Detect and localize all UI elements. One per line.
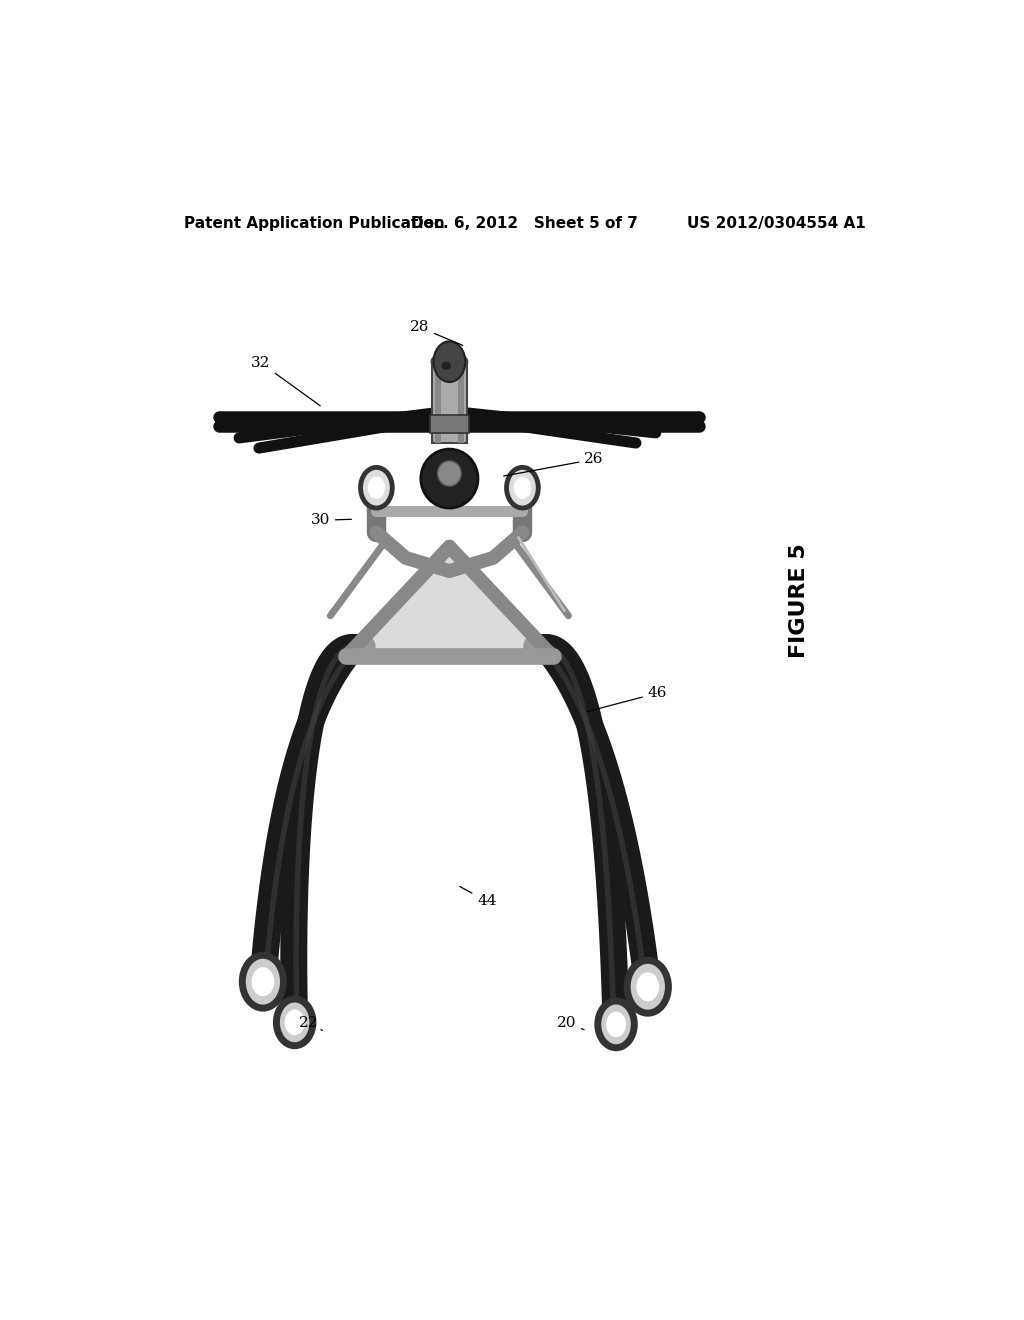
Circle shape	[252, 968, 274, 997]
Ellipse shape	[421, 449, 478, 508]
Text: Patent Application Publication: Patent Application Publication	[183, 216, 444, 231]
Text: 20: 20	[557, 1016, 584, 1031]
Circle shape	[276, 999, 313, 1045]
Ellipse shape	[431, 352, 467, 371]
Circle shape	[368, 477, 385, 499]
Circle shape	[606, 1011, 626, 1038]
Text: Dec. 6, 2012   Sheet 5 of 7: Dec. 6, 2012 Sheet 5 of 7	[412, 216, 638, 231]
Circle shape	[637, 973, 659, 1002]
Text: 44: 44	[460, 887, 497, 908]
Ellipse shape	[437, 461, 461, 486]
Text: 32: 32	[251, 356, 321, 405]
Circle shape	[243, 956, 284, 1008]
Polygon shape	[346, 546, 553, 656]
Text: FIGURE 5: FIGURE 5	[788, 543, 809, 657]
Bar	[430, 414, 469, 433]
Text: 46: 46	[587, 686, 668, 711]
Text: 22: 22	[299, 1016, 323, 1031]
Circle shape	[514, 477, 531, 499]
Text: 30: 30	[310, 513, 351, 527]
Text: 28: 28	[410, 321, 463, 346]
Circle shape	[507, 467, 539, 508]
Text: 26: 26	[504, 453, 604, 477]
Circle shape	[598, 1001, 634, 1048]
Circle shape	[627, 961, 669, 1014]
Bar	[458, 362, 464, 444]
Circle shape	[433, 342, 465, 381]
Bar	[435, 362, 441, 444]
Bar	[431, 362, 467, 444]
Circle shape	[360, 467, 392, 508]
Circle shape	[285, 1010, 305, 1035]
Ellipse shape	[441, 362, 451, 370]
Text: US 2012/0304554 A1: US 2012/0304554 A1	[687, 216, 866, 231]
